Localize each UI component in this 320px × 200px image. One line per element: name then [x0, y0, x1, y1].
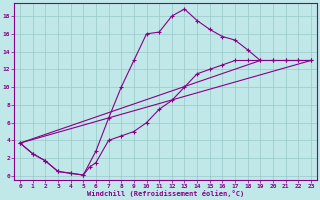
X-axis label: Windchill (Refroidissement éolien,°C): Windchill (Refroidissement éolien,°C)	[87, 190, 244, 197]
